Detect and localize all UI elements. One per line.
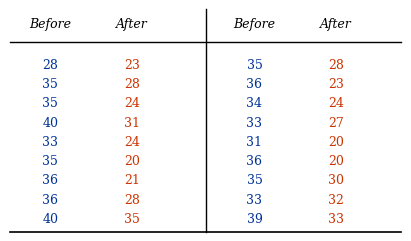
- Text: 33: 33: [247, 194, 263, 207]
- Text: 35: 35: [247, 174, 263, 187]
- Text: 33: 33: [247, 117, 263, 129]
- Text: 21: 21: [124, 174, 140, 187]
- Text: 23: 23: [328, 78, 344, 91]
- Text: 24: 24: [124, 97, 140, 110]
- Text: 32: 32: [328, 194, 344, 207]
- Text: 23: 23: [124, 59, 140, 72]
- Text: 35: 35: [42, 97, 58, 110]
- Text: 27: 27: [328, 117, 344, 129]
- Text: 24: 24: [328, 97, 344, 110]
- Text: 35: 35: [247, 59, 263, 72]
- Text: 28: 28: [124, 194, 140, 207]
- Text: 31: 31: [124, 117, 140, 129]
- Text: 28: 28: [124, 78, 140, 91]
- Text: After: After: [320, 18, 352, 31]
- Text: 40: 40: [42, 117, 58, 129]
- Text: Before: Before: [29, 18, 72, 31]
- Text: 35: 35: [124, 213, 140, 226]
- Text: 36: 36: [247, 78, 263, 91]
- Text: 40: 40: [42, 213, 58, 226]
- Text: 31: 31: [247, 136, 263, 149]
- Text: 20: 20: [124, 155, 140, 168]
- Text: 35: 35: [42, 155, 58, 168]
- Text: 34: 34: [247, 97, 263, 110]
- Text: 28: 28: [42, 59, 58, 72]
- Text: Before: Before: [233, 18, 275, 31]
- Text: 28: 28: [328, 59, 344, 72]
- Text: 20: 20: [328, 155, 344, 168]
- Text: 20: 20: [328, 136, 344, 149]
- Text: 36: 36: [247, 155, 263, 168]
- Text: 33: 33: [42, 136, 58, 149]
- Text: 36: 36: [42, 194, 58, 207]
- Text: After: After: [116, 18, 148, 31]
- Text: 39: 39: [247, 213, 263, 226]
- Text: 36: 36: [42, 174, 58, 187]
- Text: 30: 30: [328, 174, 344, 187]
- Text: 33: 33: [328, 213, 344, 226]
- Text: 35: 35: [42, 78, 58, 91]
- Text: 24: 24: [124, 136, 140, 149]
